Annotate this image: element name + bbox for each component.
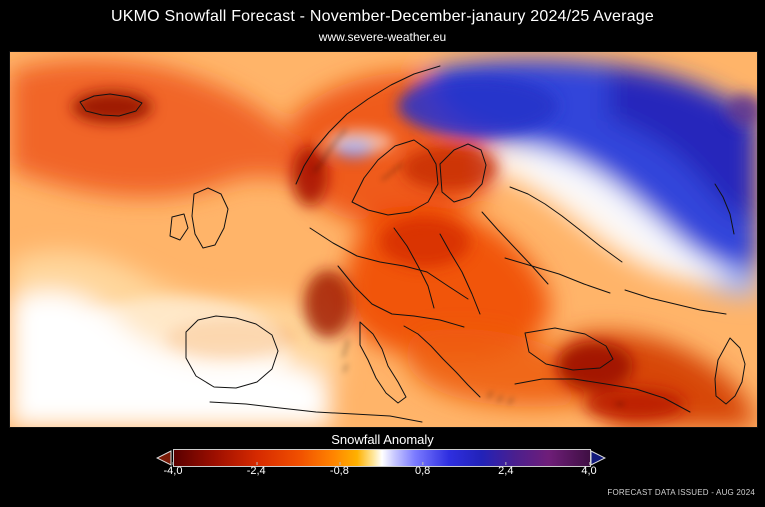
- caspian-outline: [714, 337, 746, 405]
- finland-outline: [439, 143, 487, 203]
- islands-and-details: [313, 128, 624, 405]
- legend-tick: -2,4: [246, 462, 266, 477]
- balkans-coast: [403, 325, 481, 398]
- legend-tick: 4,0: [581, 462, 597, 477]
- kazakh-border: [624, 289, 727, 315]
- far-east-river: [714, 183, 735, 235]
- russia-border: [509, 186, 623, 263]
- snowfall-anomaly-map: [9, 51, 758, 428]
- western-white-haze: [60, 297, 290, 407]
- greek-islands: [487, 391, 514, 405]
- legend-right-arrow-icon: [590, 450, 606, 466]
- sweden-outline: [351, 139, 439, 216]
- central-border-1: [309, 227, 469, 300]
- central-dark-spot: [380, 217, 470, 267]
- sweden-lake-lines: [381, 163, 403, 181]
- norway-coast-dark-spot: [292, 146, 328, 206]
- legend-ticks: -4,0 -2,4 -0,8 0,8 2,4 4,0: [164, 462, 597, 483]
- ural-purple-spot: [727, 94, 757, 126]
- local-anomaly-spots: [60, 76, 757, 420]
- british-isles: [169, 187, 229, 249]
- legend-left-arrow-icon: [156, 450, 172, 466]
- legend-title: Snowfall Anomaly: [331, 432, 434, 447]
- baltic-dark-spot: [402, 146, 498, 190]
- corsica-sardinia: [342, 339, 349, 373]
- norway-fjords: [313, 128, 347, 173]
- turkey-deep-red-spot: [557, 342, 633, 390]
- north-atlantic-red: [10, 60, 304, 198]
- iceland-dark-spot: [72, 91, 152, 123]
- legend-tick: 0,8: [414, 462, 431, 477]
- eastern-border-2: [504, 257, 611, 294]
- central-border-3: [393, 227, 435, 309]
- alps-dark-spot: [304, 270, 352, 338]
- black-sea-outline: [524, 327, 614, 371]
- uk-white-pocket: [326, 130, 394, 154]
- norway-coast: [295, 65, 441, 185]
- southern-red-spot: [585, 388, 685, 420]
- scandinavia-blue-core: [398, 76, 558, 136]
- north-africa-coast: [209, 401, 423, 423]
- balkan-red: [406, 329, 603, 407]
- italy-outline: [359, 321, 407, 404]
- map-subtitle: www.severe-weather.eu: [318, 30, 447, 44]
- map-canvas: [10, 52, 757, 427]
- turkey-coast: [514, 378, 691, 413]
- white-transition-russia: [488, 145, 738, 282]
- legend-tick: -0,8: [329, 462, 349, 477]
- legend-right-arrow-shape: [590, 450, 606, 466]
- eastern-border-1: [481, 211, 549, 285]
- iberia-outline: [185, 315, 279, 389]
- legend-tick: 2,4: [498, 462, 514, 477]
- map-title: UKMO Snowfall Forecast - November-Decemb…: [111, 8, 654, 25]
- legend-tick: -4,0: [163, 462, 183, 477]
- central-border-2: [337, 265, 465, 328]
- iceland-outline: [79, 93, 143, 117]
- legend-left-arrow-shape: [156, 450, 172, 466]
- forecast-issued-note: FORECAST DATA ISSUED - AUG 2024: [607, 488, 755, 497]
- coast-and-borders: [79, 65, 746, 423]
- central-border-4: [439, 233, 481, 315]
- northeast-dark-blue: [608, 66, 757, 218]
